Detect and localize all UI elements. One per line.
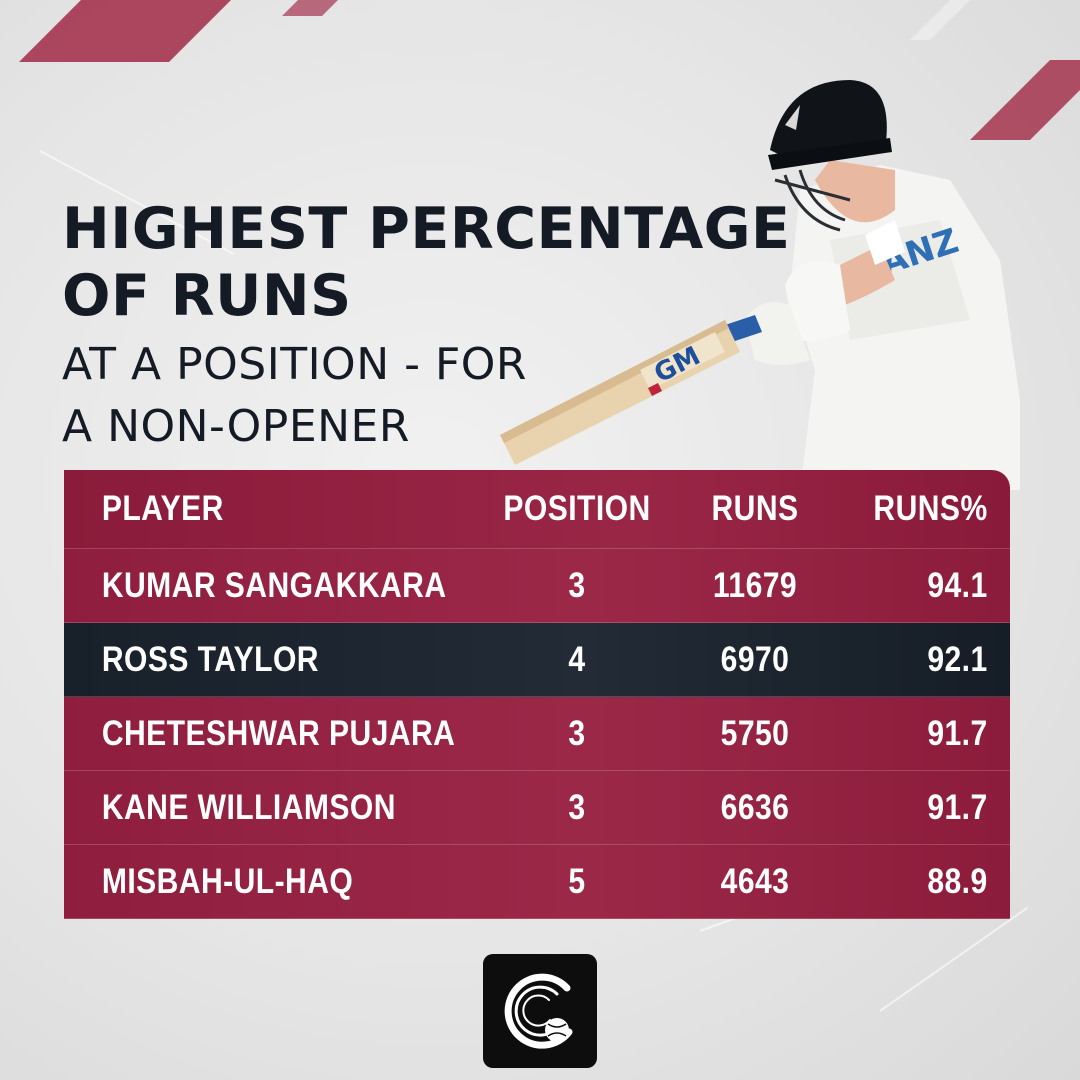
decorative-stripe <box>282 0 358 16</box>
brand-logo <box>483 954 597 1068</box>
player-name-cell: CHETESHWAR PUJARA <box>101 713 456 753</box>
subtitle-line-2: A NON-OPENER <box>62 401 410 452</box>
runs-percent-cell: 94.1 <box>927 565 988 605</box>
table-row: CHETESHWAR PUJARA 3 5750 91.7 <box>64 697 1010 771</box>
runs-cell: 5750 <box>720 713 790 753</box>
position-cell: 5 <box>568 861 586 901</box>
position-cell: 3 <box>568 713 586 753</box>
column-header-runs: RUNS <box>711 489 799 528</box>
position-cell: 4 <box>568 639 586 679</box>
chart-title: HIGHEST PERCENTAGE OF RUNS <box>62 196 822 330</box>
heading-block: HIGHEST PERCENTAGE OF RUNS AT A POSITION… <box>62 196 822 458</box>
player-name-cell: KANE WILLIAMSON <box>101 787 396 827</box>
runs-percent-cell: 88.9 <box>927 861 988 901</box>
position-cell: 3 <box>568 565 586 605</box>
player-name-cell: KUMAR SANGAKKARA <box>101 565 447 605</box>
stats-table: PLAYER POSITION RUNS RUNS% KUMAR SANGAKK… <box>64 470 1010 919</box>
table-row: MISBAH-UL-HAQ 5 4643 88.9 <box>64 845 1010 919</box>
table-row-highlighted: ROSS TAYLOR 4 6970 92.1 <box>64 623 1010 697</box>
decorative-stripe <box>19 0 251 62</box>
decorative-stripe <box>910 0 990 40</box>
runs-percent-cell: 91.7 <box>927 787 988 827</box>
runs-cell: 4643 <box>720 861 790 901</box>
cricket-batsman-illustration: ANZ GM <box>500 80 1020 490</box>
position-cell: 3 <box>568 787 586 827</box>
table-row: KANE WILLIAMSON 3 6636 91.7 <box>64 771 1010 845</box>
runs-cell: 6970 <box>720 639 790 679</box>
table-row: KUMAR SANGAKKARA 3 11679 94.1 <box>64 549 1010 623</box>
column-header-player: PLAYER <box>101 489 224 528</box>
table-header-row: PLAYER POSITION RUNS RUNS% <box>64 470 1010 549</box>
subtitle-line-1: AT A POSITION - FOR <box>62 339 527 390</box>
chart-subtitle: AT A POSITION - FOR A NON-OPENER <box>62 334 822 458</box>
runs-percent-cell: 91.7 <box>927 713 988 753</box>
player-name-cell: ROSS TAYLOR <box>101 639 319 679</box>
runs-cell: 11679 <box>712 565 798 605</box>
texture-scratch <box>879 906 1029 1012</box>
title-line-1: HIGHEST PERCENTAGE <box>62 196 791 262</box>
column-header-runs-percent: RUNS% <box>873 489 988 528</box>
column-header-position: POSITION <box>503 489 651 528</box>
runs-cell: 6636 <box>720 787 790 827</box>
runs-percent-cell: 92.1 <box>927 639 988 679</box>
title-line-2: OF RUNS <box>62 263 352 329</box>
player-name-cell: MISBAH-UL-HAQ <box>101 861 354 901</box>
cricket-ball-logo-icon <box>504 973 573 1049</box>
